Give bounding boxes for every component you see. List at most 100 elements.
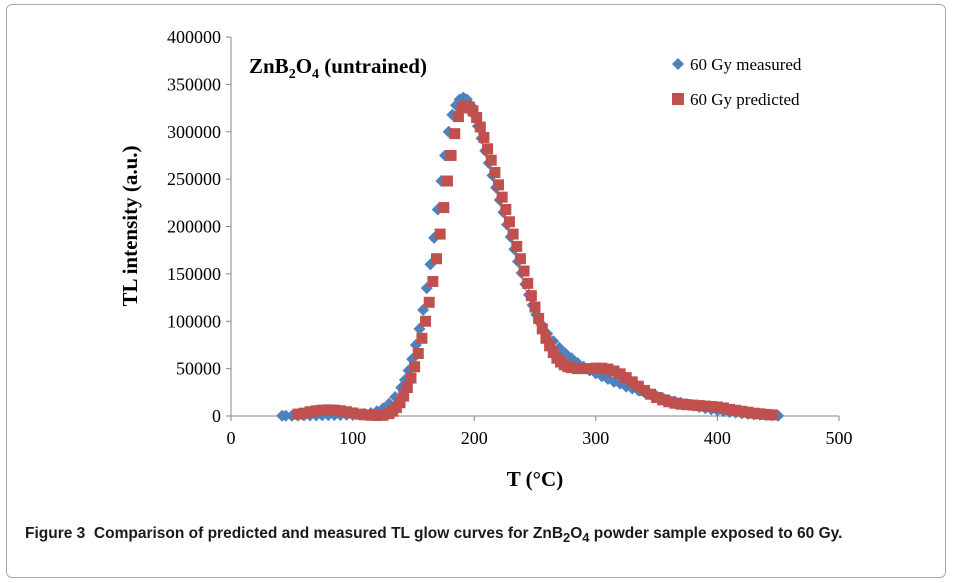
predicted-point (471, 112, 483, 124)
predicted-point (760, 408, 772, 420)
legend-entry-measured: 60 Gy measured (672, 55, 802, 74)
predicted-point (663, 396, 675, 408)
legend: 60 Gy measured 60 Gy predicted (672, 55, 802, 109)
figure-caption: Figure 3 Comparison of predicted and mea… (25, 523, 945, 548)
predicted-point (412, 347, 424, 359)
series-measured (276, 91, 785, 422)
x-tick-label: 100 (339, 428, 366, 448)
predicted-point (514, 253, 526, 265)
x-tick-label: 200 (461, 428, 488, 448)
predicted-point (766, 409, 778, 421)
predicted-point (298, 407, 310, 419)
y-tick-label: 0 (212, 406, 221, 426)
chart-title: ZnB2O4 (untrained) (249, 54, 427, 82)
y-tick-label: 150000 (167, 264, 221, 284)
predicted-point (445, 149, 457, 161)
predicted-point (359, 409, 371, 421)
predicted-point (632, 380, 644, 392)
predicted-point (620, 372, 632, 384)
predicted-point (416, 332, 428, 344)
predicted-point (485, 154, 497, 166)
series-predicted (292, 100, 778, 421)
predicted-point (371, 409, 383, 421)
ticks: 0 100 200 300 400 500 0 50000 100000 150000 200000… (167, 27, 853, 448)
predicted-point (525, 290, 537, 302)
predicted-point (590, 362, 602, 374)
x-tick-label: 500 (826, 428, 853, 448)
x-tick-label: 0 (227, 428, 236, 448)
predicted-point (394, 397, 406, 409)
predicted-point (341, 406, 353, 418)
predicted-point (711, 401, 723, 413)
legend-label-predicted: 60 Gy predicted (690, 90, 800, 109)
predicted-point (681, 399, 693, 411)
predicted-point (529, 301, 541, 313)
predicted-point (304, 406, 316, 418)
predicted-point (638, 384, 650, 396)
predicted-point (377, 409, 389, 421)
predicted-point (544, 340, 556, 352)
y-tick-label: 50000 (176, 359, 221, 379)
y-axis-label: TL intensity (a.u.) (118, 145, 142, 306)
predicted-point (705, 401, 717, 413)
predicted-point (441, 175, 453, 187)
x-axis-label: T (°C) (507, 467, 563, 491)
predicted-point (316, 404, 328, 416)
predicted-point (717, 402, 729, 414)
predicted-point (540, 332, 552, 344)
y-tick-label: 400000 (167, 27, 221, 47)
predicted-point (511, 240, 523, 252)
predicted-point (452, 111, 464, 123)
x-tick-label: 400 (704, 428, 731, 448)
predicted-point (536, 323, 548, 335)
predicted-point (608, 365, 620, 377)
predicted-point (572, 363, 584, 375)
predicted-point (405, 372, 417, 384)
y-tick-label: 300000 (167, 122, 221, 142)
legend-marker-measured (672, 58, 684, 70)
predicted-point (449, 128, 461, 140)
legend-label-measured: 60 Gy measured (690, 55, 802, 74)
predicted-point (657, 394, 669, 406)
predicted-point (614, 368, 626, 380)
predicted-point (602, 363, 614, 375)
predicted-point (754, 408, 766, 420)
predicted-point (328, 404, 340, 416)
predicted-point (596, 362, 608, 374)
caption-text: Comparison of predicted and measured TL … (93, 525, 843, 546)
predicted-point (518, 265, 530, 277)
predicted-point (322, 404, 334, 416)
predicted-point (467, 105, 479, 117)
y-tick-label: 250000 (167, 169, 221, 189)
predicted-point (565, 362, 577, 374)
y-tick-label: 200000 (167, 217, 221, 237)
predicted-point (651, 392, 663, 404)
predicted-point (584, 363, 596, 375)
legend-marker-predicted (672, 93, 684, 105)
predicted-point (431, 253, 443, 265)
predicted-point (489, 166, 501, 178)
y-tick-label: 350000 (167, 74, 221, 94)
y-tick-label: 100000 (167, 311, 221, 331)
glow-curve-chart: 0 100 200 300 400 500 0 50000 100000 150000 200000… (118, 27, 853, 491)
predicted-point (292, 408, 304, 420)
predicted-point (675, 398, 687, 410)
predicted-point (482, 143, 494, 155)
predicted-point (409, 361, 421, 373)
predicted-point (693, 400, 705, 412)
predicted-point (423, 296, 435, 308)
predicted-point (724, 403, 736, 415)
predicted-point (347, 407, 359, 419)
predicted-point (365, 409, 377, 421)
predicted-point (742, 406, 754, 418)
predicted-point (493, 179, 505, 191)
figure-label: Figure 3 (25, 525, 86, 542)
predicted-point (507, 228, 519, 240)
predicted-point (427, 275, 439, 287)
predicted-point (398, 390, 410, 402)
predicted-point (500, 203, 512, 215)
x-tick-label: 300 (582, 428, 609, 448)
predicted-point (533, 312, 545, 324)
predicted-point (353, 408, 365, 420)
predicted-point (730, 404, 742, 416)
